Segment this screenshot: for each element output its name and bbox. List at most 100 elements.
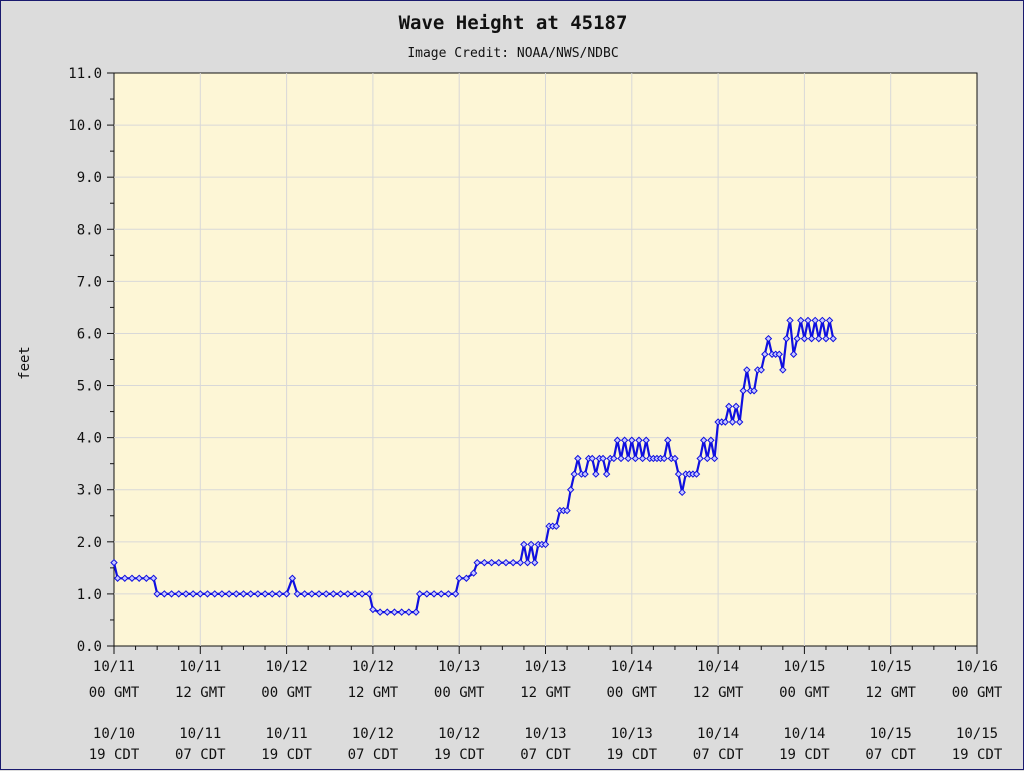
data-point (775, 350, 783, 358)
data-point (451, 590, 460, 598)
y-tick-label: 6.0 (77, 326, 102, 342)
x-tick-label-cdt-time: 07 CDT (520, 747, 571, 763)
series-layer (110, 316, 837, 616)
y-tick-label: 2.0 (77, 535, 102, 551)
data-point (369, 605, 377, 614)
data-point (825, 316, 834, 325)
data-point (246, 590, 255, 598)
data-point (696, 454, 704, 463)
x-tick-label-cdt-time: 19 CDT (89, 747, 140, 763)
data-point (815, 334, 823, 343)
data-point (789, 350, 798, 358)
x-tick-label-cdt-time: 19 CDT (434, 747, 485, 763)
data-point (423, 590, 431, 598)
data-point (473, 558, 481, 567)
data-point (336, 590, 345, 598)
data-point (487, 558, 496, 567)
y-tick-label: 1.0 (77, 587, 102, 603)
data-point (149, 574, 158, 582)
x-tick-label-cdt-time: 19 CDT (779, 747, 830, 763)
x-tick-label-gmt-time: 00 GMT (607, 685, 658, 701)
data-point (189, 590, 197, 598)
data-point (779, 366, 787, 374)
data-point (469, 569, 478, 577)
x-tick-label-gmt-time: 00 GMT (261, 685, 312, 701)
data-point (121, 574, 129, 582)
data-point (520, 540, 528, 549)
data-point (700, 436, 708, 444)
data-point (800, 334, 809, 343)
data-point (728, 418, 737, 426)
data-point (761, 350, 769, 358)
data-point (516, 558, 525, 567)
data-point (405, 608, 413, 616)
x-tick-label-gmt-time: 12 GMT (865, 685, 916, 701)
x-tick-label-gmt-date: 10/11 (93, 659, 135, 675)
x-tick-label-cdt-date: 10/12 (352, 726, 394, 742)
data-point (574, 454, 582, 463)
data-point (160, 590, 169, 598)
data-point (541, 540, 550, 549)
data-point (822, 334, 830, 343)
data-point (288, 574, 297, 582)
x-tick-label-gmt-time: 12 GMT (693, 685, 744, 701)
data-point (797, 316, 805, 325)
data-point (268, 590, 276, 598)
data-point (225, 590, 233, 598)
data-point (344, 590, 352, 598)
data-point (196, 590, 205, 598)
x-tick-label-cdt-time: 07 CDT (175, 747, 226, 763)
x-tick-label-cdt-date: 10/10 (93, 726, 135, 742)
data-point (735, 418, 744, 426)
data-point (462, 574, 471, 582)
x-tick-label-cdt-time: 07 CDT (693, 747, 744, 763)
data-point (376, 608, 384, 616)
x-tick-label-gmt-date: 10/16 (956, 659, 998, 675)
x-tick-label-gmt-date: 10/14 (611, 659, 653, 675)
x-tick-label-gmt-date: 10/11 (179, 659, 221, 675)
data-point (329, 590, 338, 598)
chart-subtitle: Image Credit: NOAA/NWS/NDBC (407, 46, 618, 61)
data-point (628, 436, 636, 444)
data-point (620, 436, 629, 444)
data-point (315, 590, 323, 598)
x-tick-label-gmt-time: 12 GMT (520, 685, 571, 701)
x-tick-label-gmt-date: 10/12 (352, 659, 394, 675)
x-tick-label-cdt-date: 10/15 (956, 726, 998, 742)
data-point (254, 590, 262, 598)
data-point (710, 454, 719, 463)
y-tick-label: 11.0 (68, 66, 102, 82)
x-tick-label-cdt-time: 19 CDT (607, 747, 658, 763)
data-point (218, 590, 226, 598)
data-point (282, 590, 291, 598)
data-point (707, 436, 715, 444)
data-point (592, 470, 600, 478)
x-tick-label-gmt-time: 00 GMT (952, 685, 1003, 701)
x-tick-label-cdt-date: 10/11 (266, 726, 308, 742)
data-point (261, 590, 269, 598)
x-tick-label-gmt-date: 10/13 (438, 659, 480, 675)
data-point (764, 334, 773, 343)
x-tick-label-cdt-date: 10/12 (438, 726, 480, 742)
data-point (725, 402, 733, 411)
data-point (531, 558, 539, 567)
data-point (113, 574, 122, 582)
data-point (721, 418, 729, 426)
data-point (455, 574, 463, 582)
data-point (552, 522, 560, 530)
data-point (444, 590, 453, 598)
data-point (430, 590, 438, 598)
data-point (617, 454, 625, 463)
data-point (232, 590, 240, 598)
x-tick-label-gmt-time: 00 GMT (434, 685, 485, 701)
data-point (203, 590, 212, 598)
data-point (437, 590, 445, 598)
data-point (624, 454, 632, 463)
data-point (351, 590, 359, 598)
chart-title: Wave Height at 45187 (399, 12, 628, 34)
data-point (527, 540, 535, 549)
x-tick-label-cdt-date: 10/14 (783, 726, 825, 742)
data-point (804, 316, 812, 325)
data-point (635, 436, 643, 444)
x-tick-label-gmt-date: 10/12 (266, 659, 308, 675)
